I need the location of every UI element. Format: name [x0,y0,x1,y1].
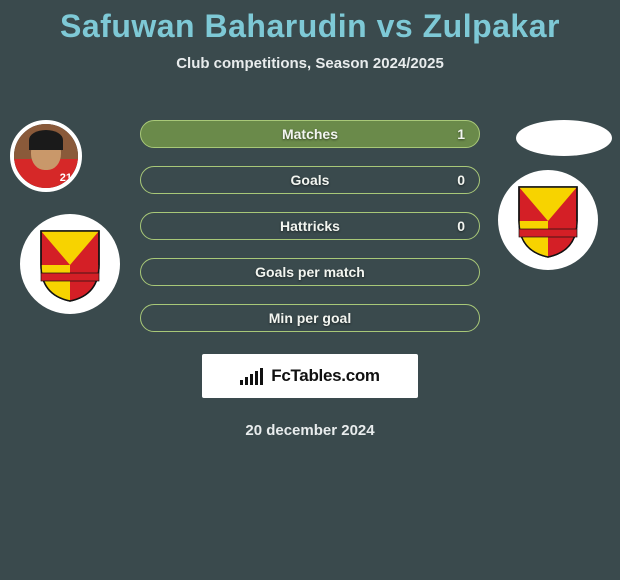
stat-row-matches: Matches 1 [140,120,480,148]
player2-avatar [516,120,612,156]
stat-row-min-per-goal: Min per goal [140,304,480,332]
stat-label: Matches [282,126,338,142]
branding-text: FcTables.com [271,366,380,386]
stat-row-goals: Goals 0 [140,166,480,194]
page-title: Safuwan Baharudin vs Zulpakar [0,0,620,45]
stat-row-goals-per-match: Goals per match [140,258,480,286]
player1-jersey-number: 21 [60,172,72,184]
subtitle: Club competitions, Season 2024/2025 [0,55,620,72]
branding-bars-icon [240,368,263,385]
club1-crest-icon [37,225,103,303]
stat-value-right: 0 [457,218,465,234]
stat-label: Min per goal [269,310,351,326]
branding-badge: FcTables.com [202,354,418,398]
club1-avatar [20,214,120,314]
date-text: 20 december 2024 [0,422,620,439]
club2-crest-icon [515,181,581,259]
stat-label: Goals per match [255,264,365,280]
stat-value-right: 0 [457,172,465,188]
stat-label: Hattricks [280,218,340,234]
stat-label: Goals [291,172,330,188]
stat-row-hattricks: Hattricks 0 [140,212,480,240]
player1-avatar: 21 [10,120,82,192]
stat-value-right: 1 [457,126,465,142]
player1-face-icon: 21 [14,124,78,188]
club2-avatar [498,170,598,270]
